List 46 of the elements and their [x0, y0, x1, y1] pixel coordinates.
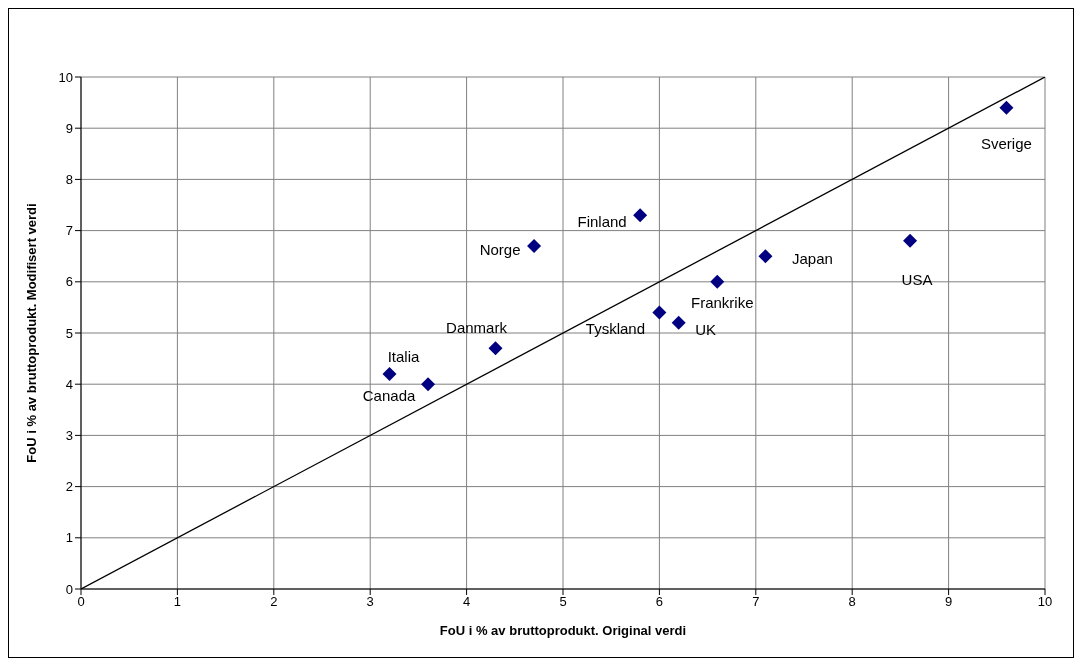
x-tick-label: 0 [77, 594, 85, 610]
point [652, 305, 667, 320]
annotation: Frankrike [690, 294, 754, 312]
y-axis-title: FoU i % av bruttoprodukt. Modifisert verdi [23, 203, 39, 463]
y-tick-label: 4 [65, 376, 73, 392]
y-tick-label: 3 [65, 428, 73, 444]
point [671, 315, 686, 330]
x-tick-label: 2 [270, 594, 278, 610]
point [710, 274, 725, 289]
annotation: Japan [792, 249, 833, 267]
point [903, 233, 918, 248]
annotation: Norge [479, 241, 521, 259]
annotation: Tyskland [585, 320, 645, 338]
annotation: UK [695, 321, 717, 339]
annotation: Italia [387, 348, 420, 366]
point [999, 100, 1014, 115]
x-tick-label: 1 [173, 594, 182, 610]
x-tick-label: 10 [1037, 594, 1053, 610]
annotation: Danmark [446, 318, 508, 336]
point [421, 377, 436, 392]
x-axis-title: FoU i % av bruttoprodukt. Original verdi [439, 623, 687, 638]
point [527, 238, 542, 253]
annotation: USA [901, 271, 933, 289]
y-tick-label: 1 [65, 530, 73, 546]
y-tick-label: 0 [65, 581, 73, 597]
annotation: Sverige [981, 135, 1032, 153]
point [758, 249, 773, 264]
x-tick-label: 9 [944, 594, 953, 610]
x-tick-label: 3 [366, 594, 374, 610]
annotation: Finland [577, 212, 627, 230]
x-tick-label: 4 [462, 594, 471, 610]
y-tick-label: 7 [65, 223, 73, 239]
point [488, 341, 503, 356]
x-tick-label: 6 [655, 594, 664, 610]
x-tick-label: 7 [752, 594, 760, 610]
y-tick-label: 2 [65, 479, 73, 495]
y-tick-label: 6 [65, 274, 73, 290]
y-tick-label: 8 [65, 172, 73, 188]
y-tick-label: 5 [65, 325, 73, 341]
x-tick-label: 5 [559, 594, 567, 610]
point [633, 208, 648, 223]
y-tick-label: 9 [65, 120, 73, 136]
x-tick-label: 8 [848, 594, 856, 610]
y-tick-label: 10 [58, 69, 73, 85]
point [382, 366, 397, 381]
annotation: Canada [362, 386, 416, 404]
